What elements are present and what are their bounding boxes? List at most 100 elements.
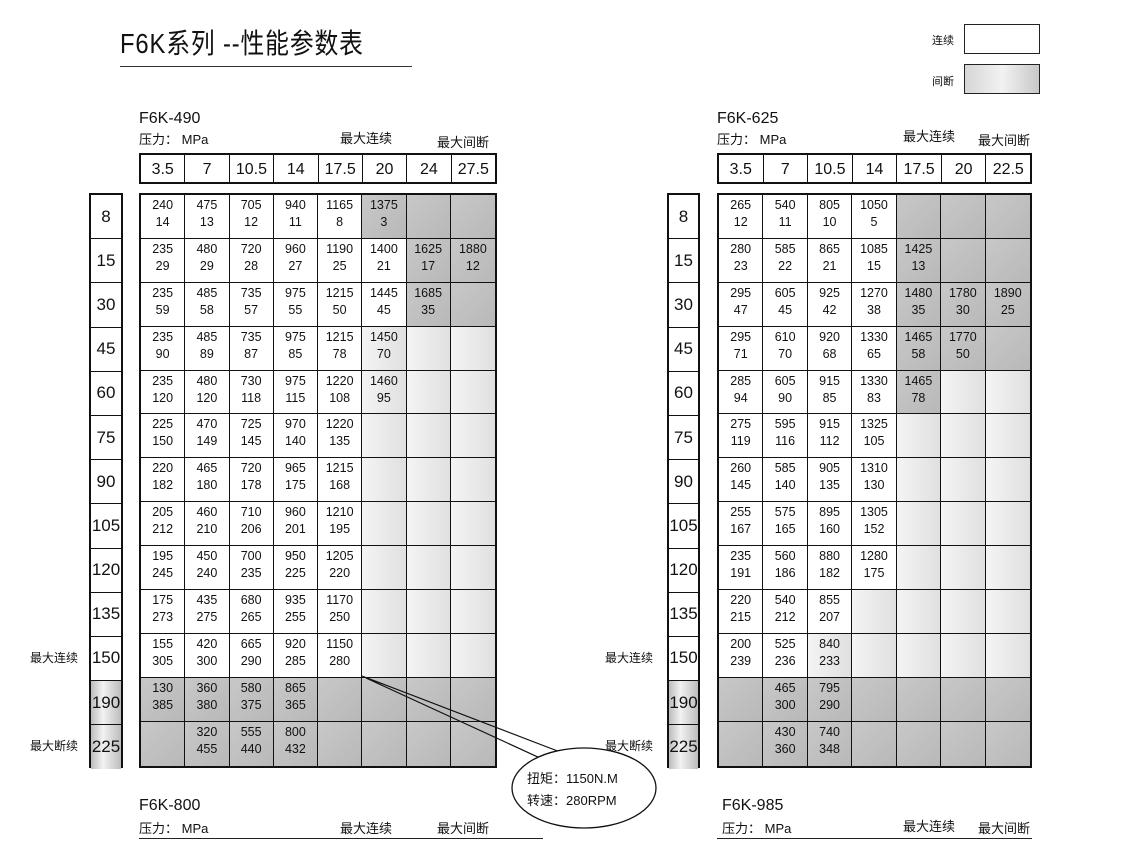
torque-value: 560: [774, 549, 796, 564]
torque-value: 960: [284, 505, 306, 520]
torque-value: 665: [240, 636, 262, 651]
torque-value: 720: [240, 241, 262, 256]
table-cell: 460 210: [185, 502, 230, 547]
table-cell: 795 290: [807, 677, 853, 722]
speed-value: 3: [380, 215, 388, 229]
table-cell: 450 240: [185, 546, 230, 591]
table-cell: [362, 414, 407, 459]
table-cell: [362, 590, 407, 634]
callout-torque: 扭矩：1150N.M: [527, 771, 618, 786]
speed-value: 35: [911, 302, 926, 317]
table-cell: 605 45: [763, 282, 808, 327]
table-cell: 725 145: [229, 414, 274, 459]
speed-value: 65: [867, 346, 881, 361]
table-cell: [362, 458, 407, 503]
speed-value: 207: [819, 610, 840, 625]
callout-lines: [361, 675, 569, 765]
speed-value: 135: [329, 434, 351, 449]
table-cell: 1210 195: [318, 502, 363, 547]
table-cell: 1880 12: [450, 238, 495, 283]
torque-value: 235: [730, 549, 752, 564]
table-cell: [985, 633, 1030, 678]
table-cell: 925 42: [807, 282, 853, 327]
speed-value: 233: [819, 653, 840, 668]
torque-value: 925: [819, 285, 840, 300]
torque-value: 155: [152, 636, 174, 651]
speed-value: 130: [863, 478, 885, 493]
speed-value: 140: [774, 478, 796, 493]
torque-value: 360: [196, 680, 218, 695]
pressure-header-cell: 14: [853, 155, 898, 182]
table-cell: 465 300: [763, 677, 808, 722]
speed-value: 175: [284, 478, 306, 493]
side-max-continuous: 最大连续: [605, 651, 654, 665]
torque-value: 735: [240, 329, 262, 344]
next-max-int-985: 最大间断: [978, 821, 1031, 836]
pressure-header-cell: 24: [407, 155, 452, 182]
table-cell: 605 90: [763, 370, 808, 415]
torque-value: 865: [819, 241, 840, 256]
table-cell: [985, 590, 1030, 634]
speed-value: 375: [240, 697, 262, 712]
torque-value: 970: [284, 417, 306, 432]
torque-value: 1480: [904, 285, 933, 300]
table-cell: 235 90: [141, 326, 186, 371]
table-cell: 920 68: [807, 326, 853, 371]
pressure-header-cell: 10.5: [808, 155, 853, 182]
speed-value: 145: [240, 434, 262, 449]
table-cell: [719, 721, 764, 766]
table-cell: 705 12: [229, 195, 274, 239]
table-cell: 275 119: [719, 414, 764, 459]
table-cell: 735 87: [229, 326, 274, 371]
pressure-header-cell: 14: [274, 155, 319, 182]
table-cell: 280 23: [719, 238, 764, 283]
next-model-800: F6K-800: [139, 797, 201, 814]
table-cell: [941, 546, 986, 591]
flow-label: 135: [91, 593, 121, 637]
table-cell: 1450 70: [362, 326, 407, 371]
speed-value: 186: [774, 566, 796, 581]
table-cell: 960 27: [273, 238, 318, 283]
torque-value: 595: [774, 417, 796, 432]
torque-value: 235: [152, 329, 174, 344]
table-cell: [406, 546, 451, 591]
torque-value: 1215: [325, 285, 354, 300]
speed-value: 201: [284, 522, 306, 537]
torque-value: 855: [819, 593, 840, 608]
table-cell: [450, 721, 495, 766]
speed-value: 45: [778, 302, 793, 317]
table-cell: 1310 130: [852, 458, 897, 503]
table-cell: 205 212: [141, 502, 186, 547]
table-cell: [896, 414, 942, 459]
speed-value: 119: [730, 434, 751, 449]
flow-label: 15: [669, 239, 698, 284]
flow-label: 120: [91, 549, 121, 593]
flow-label: 150: [91, 637, 121, 682]
table-cell: [896, 546, 942, 591]
table-cell: 1190 25: [318, 238, 363, 283]
torque-value: 975: [284, 329, 306, 344]
table-cell: 265 12: [719, 195, 764, 239]
legend-continuous-label: 连续: [932, 35, 954, 47]
speed-value: 50: [955, 346, 970, 361]
speed-value: 30: [955, 302, 970, 317]
speed-value: 68: [822, 346, 837, 361]
speed-value: 140: [284, 434, 306, 449]
torque-value: 430: [774, 724, 796, 739]
speed-value: 245: [152, 566, 174, 581]
max-intermittent-label: 最大间断: [437, 135, 490, 150]
divider: [717, 838, 1032, 839]
table-cell: 1280 175: [852, 546, 897, 591]
model-title: F6K-625: [717, 110, 779, 127]
speed-value: 112: [819, 434, 840, 449]
table-cell: 975 85: [273, 326, 318, 371]
speed-value: 215: [730, 610, 752, 625]
table-cell: 880 182: [807, 546, 853, 591]
table-cell: 240 14: [141, 195, 186, 239]
torque-value: 1215: [325, 329, 354, 344]
table-cell: 200 239: [719, 633, 764, 678]
table-cell: 320 455: [185, 721, 230, 766]
table-cell: [141, 721, 186, 766]
table-cell: 1780 30: [941, 282, 986, 327]
torque-value: 1625: [414, 241, 443, 256]
